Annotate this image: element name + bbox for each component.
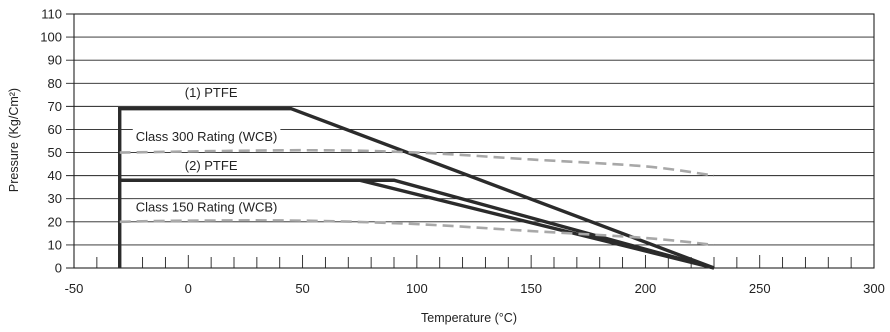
x-tick-label-250: 250 <box>749 281 771 296</box>
y-tick-label-50: 50 <box>48 145 62 160</box>
x-tick-label-100: 100 <box>406 281 428 296</box>
x-tick-label--50: -50 <box>65 281 84 296</box>
x-tick-label-50: 50 <box>295 281 309 296</box>
x-axis-label: Temperature (°C) <box>421 311 517 325</box>
series-label-bg-class-150-rating-wcb <box>132 199 281 215</box>
y-tick-label-20: 20 <box>48 214 62 229</box>
y-tick-label-100: 100 <box>40 30 62 45</box>
series-line-1-ptfe-0 <box>118 106 715 270</box>
y-tick-label-60: 60 <box>48 122 62 137</box>
series-label-bg-class-300-rating-wcb <box>132 129 281 144</box>
y-tick-label-110: 110 <box>41 7 62 22</box>
plot-border <box>73 13 875 269</box>
y-axis-label: Pressure (Kg/Cm²) <box>7 88 21 192</box>
x-tick-label-200: 200 <box>635 281 657 296</box>
series-line-class-300-rating-wcb-3 <box>119 148 715 177</box>
series-line-2-ptfe-1 <box>119 178 715 270</box>
y-tick-label-10: 10 <box>48 237 62 252</box>
y-tick-label-0: 0 <box>55 261 62 276</box>
series-label-class-300-rating-wcb: Class 300 Rating (WCB) <box>136 129 278 144</box>
series-line-ptfe-secondary-2 <box>359 178 715 270</box>
y-tick-label-80: 80 <box>48 76 62 91</box>
x-tick-label-300: 300 <box>863 281 885 296</box>
y-tick-label-30: 30 <box>48 191 62 206</box>
x-tick-label-150: 150 <box>520 281 542 296</box>
y-tick-label-70: 70 <box>48 99 62 114</box>
series-label-1-ptfe: (1) PTFE <box>185 85 238 100</box>
series-label-class-150-rating-wcb: Class 150 Rating (WCB) <box>136 199 278 214</box>
series-labels: (1) PTFE Class 300 Rating (WCB) (2) PTFE Cl… <box>132 85 281 215</box>
series-label-bg-1-ptfe <box>181 85 241 101</box>
y-tick-label-40: 40 <box>48 168 62 183</box>
y-tick-label-90: 90 <box>48 53 62 68</box>
series-lines <box>118 106 715 270</box>
series-label-bg-2-ptfe <box>181 157 241 173</box>
x-tick-label-0: 0 <box>185 281 192 296</box>
series-label-2-ptfe: (2) PTFE <box>185 158 238 173</box>
series-line-class-150-rating-wcb-4 <box>119 219 715 247</box>
